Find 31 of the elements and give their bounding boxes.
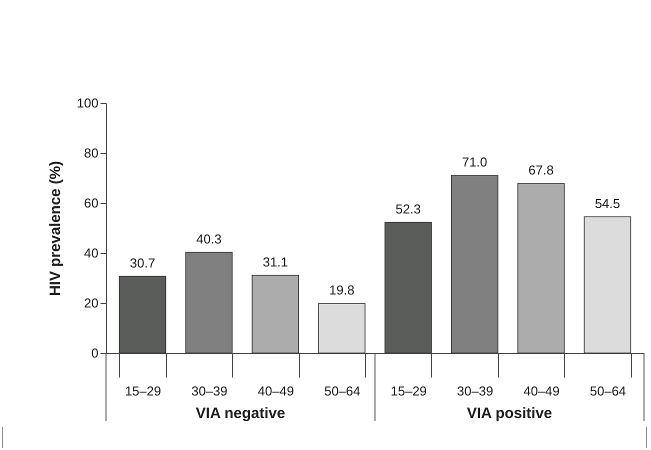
data-label: 31.1 [262,254,288,270]
text: VIA negative [196,405,286,422]
x-tick-label: 40–49 [258,384,294,398]
y-tick-label: 0 [91,346,98,360]
y-tick-label: 40 [84,246,98,260]
y-axis-title: HIV prevalence (%) [46,160,64,296]
x-tick-label: 40–49 [523,384,560,398]
y-tick-label: 60 [84,196,98,210]
bar [584,216,632,354]
data-label: 30.7 [130,255,156,270]
bar [252,274,300,354]
x-tick-label: 30–39 [191,384,228,398]
data-label: 52.3 [396,201,421,216]
data-label: 40.3 [196,231,222,246]
y-tick-label: 100 [76,96,98,110]
bar [185,252,233,354]
x-tick-label: 30–39 [457,384,494,398]
x-tick-label: 50–64 [590,384,626,398]
x-tick-label: 15–29 [390,384,427,398]
y-tick-label: 20 [84,296,98,310]
bar [450,175,498,354]
data-label: 19.8 [329,282,354,298]
data-label: 54.5 [594,196,620,211]
data-label: 67.8 [528,162,554,178]
bar [318,303,366,354]
x-tick-label: 50–64 [324,384,360,398]
y-tick-label: 80 [84,146,98,160]
text: VIA positive [466,405,552,422]
data-label: 71.0 [462,154,488,170]
x-tick-label: 15–29 [124,384,162,398]
bar [517,183,565,354]
